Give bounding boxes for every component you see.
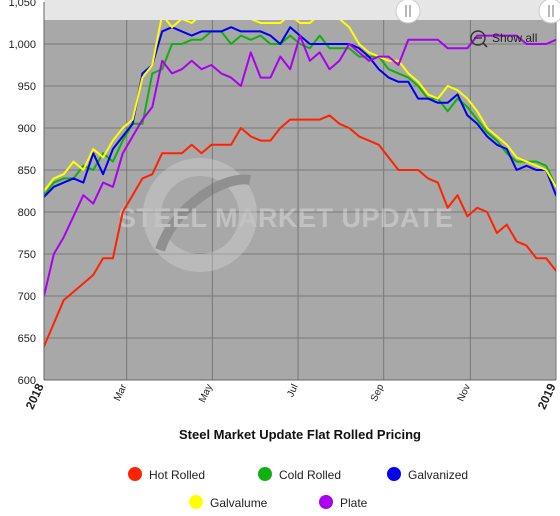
legend-label: Galvalume — [210, 496, 268, 510]
y-tick-label: 600 — [18, 375, 36, 387]
legend-marker — [128, 467, 142, 481]
watermark-circle — [143, 158, 257, 272]
legend-item-galvalume[interactable]: Galvalume — [189, 495, 268, 510]
legend-marker — [189, 495, 203, 509]
y-tick-label: 1,050 — [8, 0, 36, 9]
legend-item-plate[interactable]: Plate — [319, 495, 368, 510]
x-tick-label: 2019 — [535, 381, 559, 411]
legend-item-galvanized[interactable]: Galvanized — [387, 467, 468, 482]
plot-area — [44, 2, 556, 380]
zoom-out-icon[interactable] — [470, 30, 486, 46]
navigator-track[interactable] — [44, 0, 556, 20]
show-all-button[interactable]: Show all — [470, 30, 537, 48]
y-tick-label: 1,000 — [8, 39, 36, 51]
legend-label: Cold Rolled — [279, 468, 341, 482]
legend-marker — [387, 467, 401, 481]
zoom-out-icon-handle — [482, 42, 488, 48]
watermark-text: STEEL MARKET UPDATE — [118, 203, 454, 233]
series-line-plate[interactable] — [44, 34, 556, 297]
x-tick-label: Jul — [285, 383, 300, 399]
legend-marker — [258, 467, 272, 481]
y-tick-label: 800 — [18, 207, 36, 219]
x-tick-label: Sep — [369, 382, 387, 403]
y-tick-label: 850 — [18, 165, 36, 177]
navigator-right-handle[interactable] — [538, 0, 560, 24]
show-all-label[interactable]: Show all — [492, 31, 537, 45]
watermark-logo: STEEL MARKET UPDATE — [118, 158, 454, 272]
legend-item-cold-rolled[interactable]: Cold Rolled — [258, 467, 341, 482]
series-line-galvalume[interactable] — [44, 13, 556, 192]
x-axis-labels: 2018 Mar May Jul Sep Nov 2019 — [23, 381, 559, 411]
series-line-hot-rolled[interactable] — [44, 114, 556, 348]
y-tick-label: 650 — [18, 333, 36, 345]
legend: Hot Rolled Cold Rolled Galvanized Galvalume… — [128, 467, 468, 510]
y-tick-label: 950 — [18, 81, 36, 93]
legend-label: Galvanized — [408, 468, 468, 482]
legend-item-hot-rolled[interactable]: Hot Rolled — [128, 467, 205, 482]
legend-marker — [319, 495, 333, 509]
y-axis-labels: 600 650 700 750 800 850 900 950 1,000 1,050 — [8, 0, 36, 387]
series-lines — [44, 13, 556, 348]
legend-label: Hot Rolled — [149, 468, 205, 482]
legend-label: Plate — [340, 496, 368, 510]
x-tick-label: Mar — [112, 382, 130, 403]
watermark-swoosh — [155, 174, 251, 252]
navigator-bar[interactable] — [44, 0, 560, 24]
chart-title: Steel Market Update Flat Rolled Pricing — [179, 427, 421, 442]
x-tick-label: Nov — [456, 383, 473, 404]
navigator-left-handle[interactable] — [395, 0, 421, 24]
y-tick-label: 750 — [18, 249, 36, 261]
x-tick-label: May — [197, 383, 215, 405]
y-tick-label: 900 — [18, 123, 36, 135]
y-tick-label: 700 — [18, 291, 36, 303]
